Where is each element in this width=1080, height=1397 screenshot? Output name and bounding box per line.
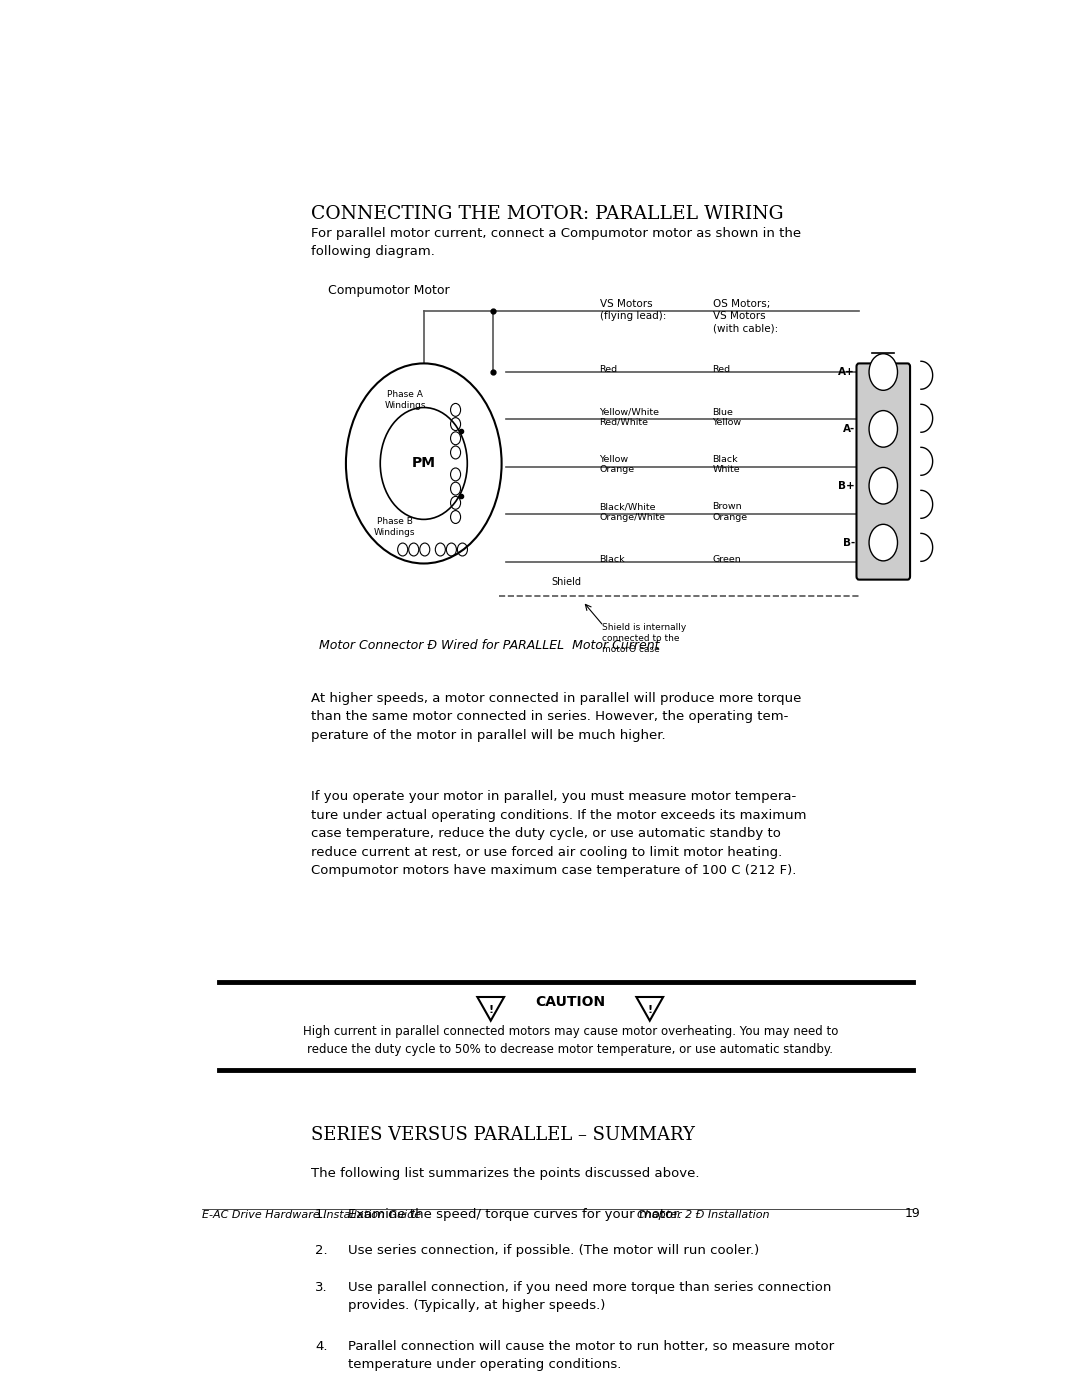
Text: OS Motors;
VS Motors
(with cable):: OS Motors; VS Motors (with cable):	[713, 299, 778, 334]
Text: Use series connection, if possible. (The motor will run cooler.): Use series connection, if possible. (The…	[349, 1245, 759, 1257]
Text: Compumotor Motor: Compumotor Motor	[327, 284, 449, 296]
Text: Yellow/White
Red/White: Yellow/White Red/White	[599, 408, 660, 427]
Text: Black/White
Orange/White: Black/White Orange/White	[599, 503, 665, 521]
Text: CAUTION: CAUTION	[536, 995, 605, 1009]
Text: Brown
Orange: Brown Orange	[713, 503, 747, 521]
Text: Green: Green	[713, 555, 741, 564]
Text: Black: Black	[599, 555, 625, 564]
Text: If you operate your motor in parallel, you must measure motor tempera-
ture unde: If you operate your motor in parallel, y…	[311, 791, 807, 877]
Text: Motor Connector Đ Wired for PARALLEL  Motor Current: Motor Connector Đ Wired for PARALLEL Mot…	[320, 638, 660, 652]
Text: Parallel connection will cause the motor to run hotter, so measure motor
tempera: Parallel connection will cause the motor…	[349, 1340, 835, 1370]
Text: !: !	[647, 1004, 652, 1016]
Text: !: !	[488, 1004, 494, 1016]
Text: Red: Red	[713, 366, 731, 374]
Text: B-: B-	[842, 538, 855, 548]
Text: E-AC Drive Hardware Installation Guide: E-AC Drive Hardware Installation Guide	[202, 1210, 421, 1220]
Text: Examine the speed/ torque curves for your motor.: Examine the speed/ torque curves for you…	[349, 1208, 683, 1221]
Text: 2.: 2.	[315, 1245, 327, 1257]
Text: Shield: Shield	[552, 577, 582, 587]
Text: Phase B
Windings: Phase B Windings	[374, 517, 415, 536]
Text: PM: PM	[411, 457, 435, 471]
Circle shape	[869, 353, 897, 390]
Text: High current in parallel connected motors may cause motor overheating. You may n: High current in parallel connected motor…	[302, 1025, 838, 1056]
Text: VS Motors
(flying lead):: VS Motors (flying lead):	[599, 299, 666, 321]
Circle shape	[869, 524, 897, 560]
Text: Yellow
Orange: Yellow Orange	[599, 455, 635, 475]
Text: Black
White: Black White	[713, 455, 740, 475]
Text: Shield is internally
connected to the
motorΘ case: Shield is internally connected to the mo…	[602, 623, 686, 654]
Text: Phase A
Windings: Phase A Windings	[384, 390, 427, 409]
FancyBboxPatch shape	[856, 363, 910, 580]
Text: 1.: 1.	[315, 1208, 327, 1221]
Text: For parallel motor current, connect a Compumotor motor as shown in the
following: For parallel motor current, connect a Co…	[311, 226, 801, 258]
Text: CONNECTING THE MOTOR: PARALLEL WIRING: CONNECTING THE MOTOR: PARALLEL WIRING	[311, 205, 783, 224]
Text: 3.: 3.	[315, 1281, 327, 1294]
Text: Use parallel connection, if you need more torque than series connection
provides: Use parallel connection, if you need mor…	[349, 1281, 832, 1312]
Text: SERIES VERSUS PARALLEL – SUMMARY: SERIES VERSUS PARALLEL – SUMMARY	[311, 1126, 694, 1144]
Circle shape	[869, 411, 897, 447]
Text: At higher speeds, a motor connected in parallel will produce more torque
than th: At higher speeds, a motor connected in p…	[311, 692, 801, 742]
Text: A+: A+	[838, 367, 855, 377]
Text: The following list summarizes the points discussed above.: The following list summarizes the points…	[311, 1166, 699, 1180]
Circle shape	[869, 468, 897, 504]
Text: A-: A-	[842, 423, 855, 434]
Text: Chapter 2 Đ Installation: Chapter 2 Đ Installation	[637, 1210, 770, 1220]
Text: Blue
Yellow: Blue Yellow	[713, 408, 742, 427]
Text: 19: 19	[905, 1207, 921, 1220]
Text: B+: B+	[838, 481, 855, 490]
Text: Red: Red	[599, 366, 618, 374]
Text: 4.: 4.	[315, 1340, 327, 1354]
